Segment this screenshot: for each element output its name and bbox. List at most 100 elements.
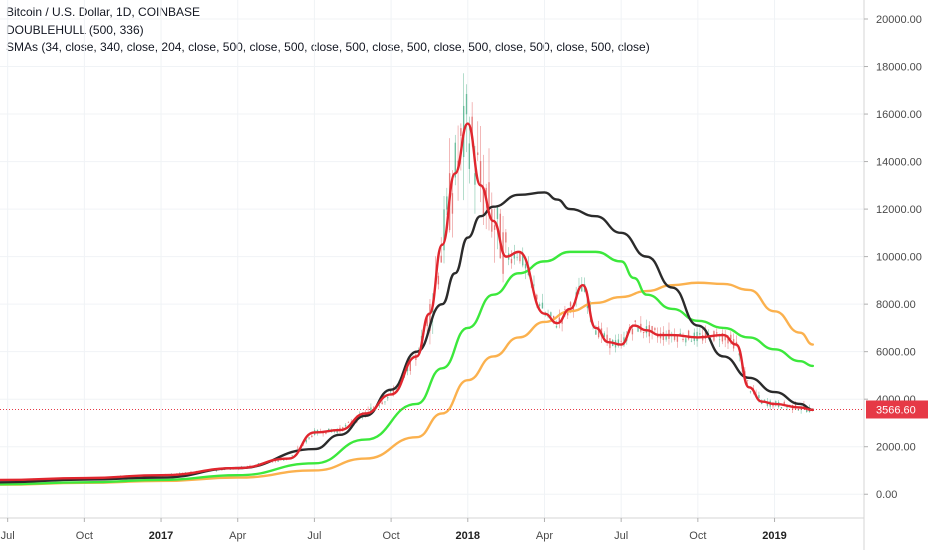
candle-body: [569, 302, 572, 307]
candle-body: [699, 333, 701, 335]
candle-body: [496, 207, 499, 219]
candle-body: [555, 325, 558, 328]
candle-body: [468, 143, 471, 169]
candle-body: [806, 408, 808, 412]
candle-body: [716, 332, 718, 334]
candle-body: [336, 430, 338, 433]
y-tick-label: 14000.00: [876, 157, 922, 169]
candle-body: [308, 437, 310, 439]
candle-body: [724, 335, 726, 341]
candle-body: [631, 328, 634, 335]
candle-body: [642, 331, 645, 334]
last-price-badge: [866, 400, 928, 419]
candle-body: [305, 439, 307, 443]
candle-body: [367, 409, 369, 410]
x-tick-label: Oct: [689, 530, 706, 542]
candle-body: [676, 335, 679, 342]
candle-body: [513, 252, 516, 259]
candle-body: [673, 335, 676, 340]
candle-body: [538, 304, 541, 307]
candle-body: [493, 225, 496, 230]
candle-body: [271, 461, 274, 463]
candle-body: [606, 334, 608, 342]
series-line-orange: [0, 281, 815, 486]
candle-body: [389, 391, 392, 393]
y-tick-label: 18000.00: [876, 62, 922, 74]
candle-body: [533, 284, 535, 286]
series-line-red: [0, 122, 815, 482]
candle-body: [257, 463, 260, 465]
candle-body: [283, 459, 285, 461]
y-tick-label: 16000.00: [876, 109, 922, 121]
chart-legend: Bitcoin / U.S. Dollar, 1D, COINBASE DOUB…: [6, 4, 650, 57]
candle-body: [297, 447, 299, 449]
last-price-label: 3566.60: [876, 404, 916, 416]
x-tick-label: Oct: [76, 530, 93, 542]
candle-body: [595, 330, 597, 335]
candle-body: [704, 331, 707, 339]
candle-body: [454, 142, 456, 178]
candle-body: [620, 340, 622, 342]
y-tick-label: 8000.00: [876, 299, 916, 311]
candle-body: [558, 317, 560, 321]
y-tick-label: 0.00: [876, 489, 897, 501]
candle-body: [440, 255, 442, 263]
candle-body: [721, 333, 724, 342]
candle-body: [277, 460, 279, 462]
candle-body: [682, 338, 684, 341]
candle-body: [735, 341, 738, 345]
candle-body: [347, 421, 350, 423]
candle-body: [322, 433, 324, 435]
candle-body: [426, 318, 428, 327]
candle-body: [451, 193, 454, 214]
candle-body: [749, 391, 752, 393]
candle-body: [685, 338, 687, 343]
candle-body: [718, 339, 721, 341]
candle-body: [370, 407, 372, 413]
candle-body: [179, 472, 181, 474]
candle-body: [552, 315, 555, 320]
legend-indicator-doublehull: DOUBLEHULL (500, 336): [6, 22, 144, 37]
candle-body: [637, 325, 639, 332]
candle-body: [387, 396, 389, 399]
y-tick-label: 2000.00: [876, 442, 916, 454]
x-tick-label: 2017: [149, 530, 173, 542]
time-axis[interactable]: Jul Oct 2017 Apr Jul Oct 2018 Apr Jul Oct 2019: [1, 518, 787, 542]
candle-body: [311, 435, 313, 438]
candle-body: [738, 353, 740, 356]
candle-body: [780, 407, 783, 409]
moving-averages: [0, 122, 815, 486]
candle-body: [429, 304, 431, 331]
candle-body: [488, 182, 490, 215]
candle-body: [727, 338, 729, 344]
candle-body: [665, 336, 667, 340]
y-tick-label: 20000.00: [876, 14, 922, 26]
candle-body: [536, 294, 538, 300]
candle-body: [581, 286, 583, 292]
candle-body: [291, 455, 293, 456]
candle-body: [460, 128, 462, 136]
candle-body: [766, 401, 769, 406]
candle-body: [446, 196, 448, 210]
candle-body: [505, 232, 507, 243]
last-price-marker: 3566.60: [0, 400, 928, 419]
price-axis[interactable]: 0.002000.004000.006000.008000.0010000.00…: [864, 14, 922, 501]
y-tick-label: 6000.00: [876, 347, 916, 359]
candle-body: [378, 405, 381, 407]
y-tick-label: 12000.00: [876, 204, 922, 216]
candle-body: [479, 161, 482, 185]
x-tick-label: Oct: [383, 530, 400, 542]
candle-body: [651, 326, 653, 333]
candle-body: [524, 263, 527, 269]
candle-body: [783, 401, 785, 406]
candle-body: [679, 333, 681, 335]
candle-body: [437, 275, 440, 285]
candle-body: [654, 328, 656, 331]
candle-body: [409, 361, 411, 372]
candle-body: [474, 173, 476, 185]
candle-body: [519, 252, 521, 262]
candle-body: [758, 395, 760, 399]
candle-body: [522, 252, 524, 266]
candle-body: [381, 402, 383, 405]
